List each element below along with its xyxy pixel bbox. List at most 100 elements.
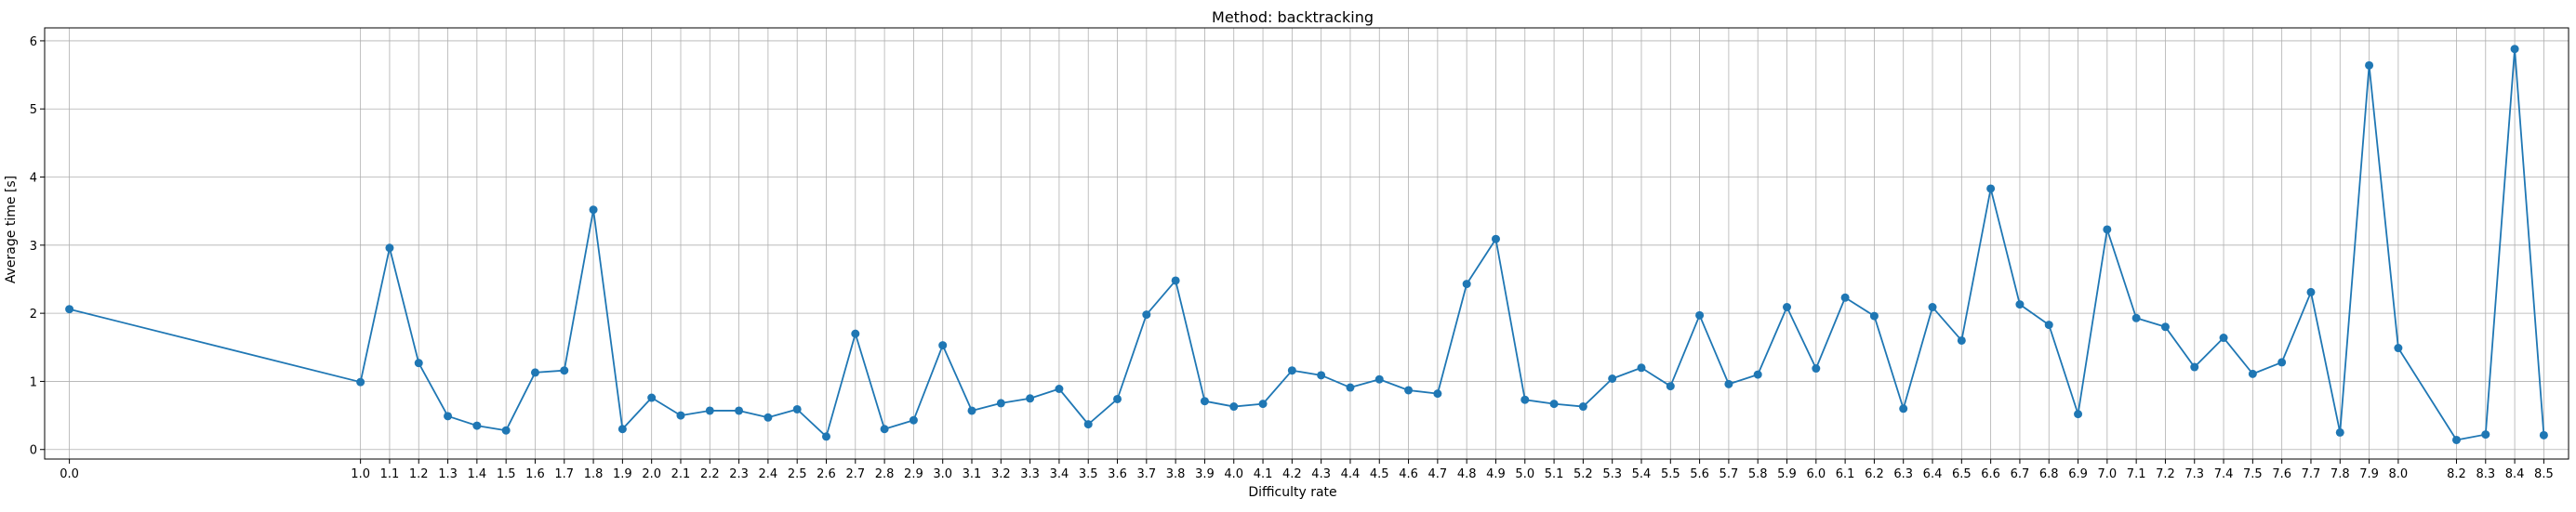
data-point: [356, 377, 365, 387]
y-tick-label: 3: [30, 240, 37, 254]
data-point: [1724, 379, 1733, 388]
data-point: [909, 415, 918, 425]
x-tick-label: 3.0: [933, 467, 952, 481]
x-tick-label: 4.6: [1399, 467, 1418, 481]
x-tick-label: 1.9: [613, 467, 632, 481]
x-tick-label: 2.1: [671, 467, 691, 481]
x-tick-label: 5.5: [1661, 467, 1680, 481]
y-tick-label: 1: [30, 375, 37, 389]
data-point: [1520, 395, 1530, 404]
x-tick-label: 6.7: [2011, 467, 2030, 481]
data-point: [2015, 300, 2025, 309]
data-point: [1869, 311, 1879, 321]
x-tick-label: 4.0: [1224, 467, 1243, 481]
data-point: [2131, 313, 2141, 322]
x-tick-label: 7.7: [2302, 467, 2321, 481]
x-tick-label: 3.4: [1050, 467, 1069, 481]
data-point: [647, 393, 657, 402]
x-tick-label: 6.6: [1981, 467, 2000, 481]
x-tick-label: 1.8: [584, 467, 604, 481]
data-point: [1374, 374, 1384, 384]
data-point: [1549, 400, 1559, 409]
y-tick-label: 6: [30, 35, 37, 49]
x-tick-label: 7.1: [2127, 467, 2146, 481]
series-layer: [65, 45, 2548, 444]
x-tick-label: 2.0: [642, 467, 661, 481]
y-tick-label: 0: [30, 444, 37, 458]
x-tick-label: 3.3: [1020, 467, 1040, 481]
x-tick-label: 8.3: [2476, 467, 2495, 481]
x-tick-label: 7.0: [2097, 467, 2117, 481]
data-point: [1083, 420, 1093, 429]
x-tick-label: 5.2: [1573, 467, 1593, 481]
x-tick-label: 3.6: [1108, 467, 1127, 481]
data-point: [530, 368, 539, 377]
y-tick-label: 5: [30, 103, 37, 117]
x-tick-label: 4.8: [1457, 467, 1477, 481]
data-point: [1957, 335, 1966, 345]
x-tick-label: 6.4: [1923, 467, 1943, 481]
x-tick-label: 2.3: [729, 467, 749, 481]
data-point: [2451, 435, 2461, 444]
data-point: [764, 413, 773, 422]
x-axis-label: Difficulty rate: [1248, 485, 1336, 500]
x-tick-label: 1.2: [409, 467, 429, 481]
data-point: [1783, 303, 1792, 312]
x-tick-label: 7.3: [2184, 467, 2204, 481]
data-point: [617, 425, 627, 434]
data-point: [2335, 427, 2344, 437]
data-point: [1578, 402, 1587, 412]
x-tick-label: 1.1: [380, 467, 400, 481]
x-tick-label: 5.9: [1777, 467, 1797, 481]
data-point: [1695, 310, 1705, 320]
x-tick-label: 8.2: [2447, 467, 2466, 481]
data-point: [444, 412, 453, 421]
data-point: [1840, 293, 1850, 302]
x-tick-label: 4.9: [1486, 467, 1506, 481]
x-tick-label: 5.1: [1545, 467, 1564, 481]
data-point: [2306, 287, 2316, 296]
x-tick-label: 5.3: [1602, 467, 1622, 481]
x-tick-label: 1.3: [438, 467, 458, 481]
data-point: [938, 341, 948, 350]
data-point: [1899, 404, 1908, 414]
data-point: [414, 359, 423, 368]
data-point: [2539, 430, 2548, 440]
x-tick-label: 5.7: [1720, 467, 1739, 481]
data-point: [2160, 322, 2170, 332]
x-tick-label: 7.5: [2243, 467, 2263, 481]
x-tick-label: 1.6: [525, 467, 545, 481]
x-tick-label: 2.5: [788, 467, 807, 481]
x-tick-label: 3.8: [1166, 467, 1186, 481]
data-point: [705, 406, 714, 415]
x-tick-label: 4.4: [1341, 467, 1361, 481]
x-tick-label: 5.4: [1632, 467, 1652, 481]
data-point: [2074, 410, 2083, 419]
y-tick-labels: 0 1 2 3 4 5 6: [30, 35, 37, 458]
data-point: [1346, 383, 1355, 392]
data-point: [1637, 363, 1646, 373]
x-tick-label: 6.9: [2068, 467, 2088, 481]
data-point: [735, 406, 744, 415]
data-point: [1229, 402, 1239, 412]
data-point: [1142, 310, 1151, 320]
data-point: [880, 425, 889, 434]
x-tick-label: 6.8: [2039, 467, 2059, 481]
data-point: [1666, 382, 1675, 391]
x-tick-label: 3.5: [1079, 467, 1098, 481]
data-point: [1404, 386, 1414, 395]
data-point: [851, 329, 860, 338]
x-tick-label: 5.6: [1690, 467, 1709, 481]
data-point: [1491, 234, 1500, 243]
series-line: [69, 47, 2545, 441]
x-tick-label: 3.2: [991, 467, 1011, 481]
y-tick-label: 4: [30, 172, 37, 186]
chart-title: Method: backtracking: [1212, 8, 1374, 26]
x-tick-label: 3.1: [963, 467, 982, 481]
x-tick-label: 5.8: [1748, 467, 1768, 481]
data-point: [1928, 303, 1937, 312]
data-point: [792, 404, 802, 414]
data-point: [1287, 366, 1296, 375]
